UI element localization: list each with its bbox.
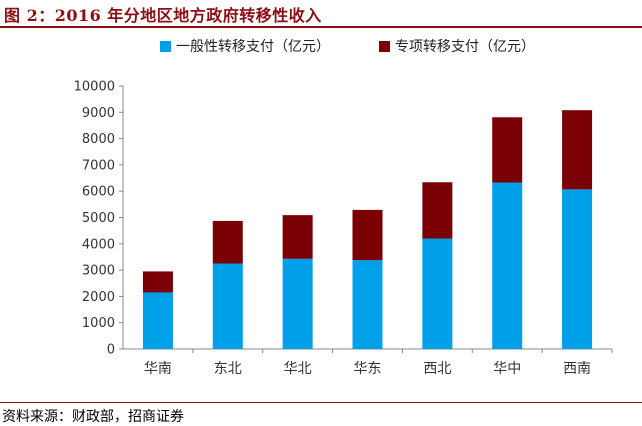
y-tick-label: 7000 (82, 158, 115, 173)
bar-general-1 (212, 263, 243, 349)
y-tick-label: 5000 (82, 211, 115, 226)
legend-swatch-special (379, 41, 390, 52)
x-category-label: 华南 (144, 361, 172, 377)
bar-general-0 (142, 292, 173, 349)
bars (142, 110, 593, 349)
bar-general-6 (562, 189, 593, 349)
y-tick-label: 9000 (82, 106, 115, 121)
footer-rule (0, 402, 642, 403)
x-category-label: 华东 (354, 361, 382, 377)
y-tick-label: 0 (107, 343, 115, 358)
x-category-label: 华北 (284, 361, 312, 377)
x-ticks: 华南 东北 华北 华东 西北 华中 西南 (144, 349, 613, 377)
bar-special-3 (352, 209, 383, 261)
bar-special-2 (282, 215, 313, 259)
legend-label-special: 专项转移支付（亿元） (395, 39, 535, 55)
y-tick-label: 4000 (82, 237, 115, 252)
y-ticks: 0 1000 2000 3000 4000 5000 6000 7000 8000 9000 100… (74, 80, 123, 358)
x-category-label: 华中 (493, 361, 521, 377)
x-category-label: 东北 (214, 361, 242, 377)
bar-special-0 (142, 271, 173, 293)
bar-general-3 (352, 260, 383, 349)
figure-title: 图 2：2016 年分地区地方政府转移性收入 (4, 6, 322, 25)
x-category-label: 西北 (423, 361, 451, 377)
legend: 一般性转移支付（亿元） 专项转移支付（亿元） (160, 39, 535, 55)
bar-general-2 (282, 258, 313, 349)
bar-general-5 (492, 182, 523, 349)
bar-special-1 (212, 220, 243, 264)
y-tick-label: 6000 (82, 185, 115, 200)
bar-special-4 (422, 182, 453, 239)
legend-label-general: 一般性转移支付（亿元） (176, 39, 330, 55)
y-tick-label: 1000 (82, 316, 115, 331)
source-note: 资料来源：财政部，招商证券 (2, 409, 184, 425)
title-rule (0, 26, 642, 28)
legend-swatch-general (160, 41, 171, 52)
bar-general-4 (422, 238, 453, 349)
y-tick-label: 2000 (82, 290, 115, 305)
bar-special-5 (492, 117, 523, 183)
y-tick-label: 3000 (82, 264, 115, 279)
y-tick-label: 10000 (74, 80, 115, 95)
y-tick-label: 8000 (82, 132, 115, 147)
bar-special-6 (562, 110, 593, 190)
x-category-label: 西南 (563, 361, 591, 377)
stacked-bar-chart: 一般性转移支付（亿元） 专项转移支付（亿元） 0 1000 2000 3000 4000… (74, 39, 613, 377)
